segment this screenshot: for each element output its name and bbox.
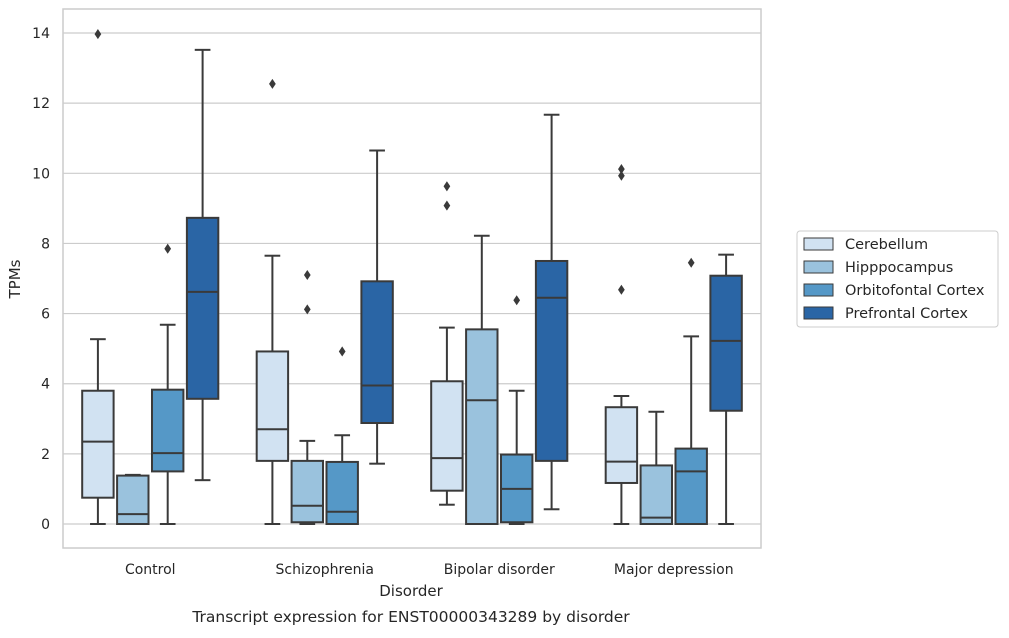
legend-swatch <box>803 306 834 320</box>
legend-label: Hipppocampus <box>845 260 953 276</box>
box-body <box>290 459 325 524</box>
legend-swatch <box>803 260 834 274</box>
box-body <box>709 274 743 412</box>
y-axis-title: TPMs <box>6 259 24 299</box>
box-group <box>674 257 708 525</box>
box-body <box>185 216 220 400</box>
box-group <box>360 149 394 465</box>
x-tick-label: Schizophrenia <box>276 562 374 578</box>
y-tick-label: 8 <box>41 236 50 252</box>
legend-label: Orbitofontal Cortex <box>845 283 985 299</box>
outlier-point <box>687 257 695 268</box>
box-group <box>116 473 150 525</box>
x-axis-title: Disorder <box>379 582 443 600</box>
box-group <box>290 269 325 525</box>
outlier-point <box>618 164 625 175</box>
legend: Cerebellum Hipppocampus Orbitofontal Corte… <box>796 230 999 328</box>
box-body <box>639 464 674 526</box>
box-group <box>499 295 534 525</box>
box-group <box>430 181 464 506</box>
chart-caption: Transcript expression for ENST0000034328… <box>191 608 630 626</box>
box-body <box>81 389 115 499</box>
box-body <box>430 380 464 492</box>
outlier-point <box>338 346 346 357</box>
outlier-point <box>618 170 625 181</box>
y-tick-label: 14 <box>32 26 50 42</box>
outlier-point <box>443 200 451 211</box>
legend-frame <box>796 230 999 328</box>
box-group <box>150 243 185 525</box>
box-group <box>465 234 499 526</box>
legend-swatch <box>803 237 834 251</box>
y-tick-labels: 0 2 4 6 8 10 12 14 <box>32 26 50 533</box>
box-group <box>639 410 674 526</box>
box-group <box>325 346 359 525</box>
legend-swatch <box>803 283 834 297</box>
box-body <box>674 447 708 525</box>
box-body <box>360 280 394 424</box>
x-tick-labels: Control Schizophrenia Bipolar disorder Majo… <box>125 562 734 578</box>
box-body <box>325 460 359 525</box>
box-group <box>534 113 569 511</box>
box-body <box>116 474 150 525</box>
outlier-point <box>618 284 625 295</box>
plot-frame <box>62 8 762 549</box>
box-body <box>255 350 290 462</box>
outlier-point <box>303 304 311 315</box>
x-tick-label: Major depression <box>614 562 734 578</box>
y-tick-label: 4 <box>41 377 50 393</box>
box-group <box>255 78 290 525</box>
box-group <box>185 48 220 482</box>
outlier-point <box>164 243 172 254</box>
legend-label: Cerebellum <box>845 237 928 253</box>
box-series-layer <box>81 29 743 526</box>
box-body <box>465 328 499 526</box>
box-group <box>81 29 115 525</box>
x-tick-label: Bipolar disorder <box>444 562 555 578</box>
box-body <box>150 388 185 473</box>
outlier-point <box>513 295 521 306</box>
outlier-point <box>94 29 102 40</box>
box-body <box>604 406 639 484</box>
y-tick-label: 6 <box>41 307 50 323</box>
outlier-point <box>303 269 311 281</box>
y-tick-label: 10 <box>32 166 50 182</box>
outlier-point <box>269 78 276 89</box>
box-body <box>534 259 569 462</box>
outlier-point <box>443 181 451 192</box>
legend-label: Prefrontal Cortex <box>845 306 968 322</box>
box-group <box>604 164 639 525</box>
box-group <box>709 253 743 525</box>
x-tick-label: Control <box>125 562 176 578</box>
y-tick-label: 12 <box>32 96 50 112</box>
y-tick-label: 2 <box>41 447 50 463</box>
y-tick-label: 0 <box>41 517 50 533</box>
